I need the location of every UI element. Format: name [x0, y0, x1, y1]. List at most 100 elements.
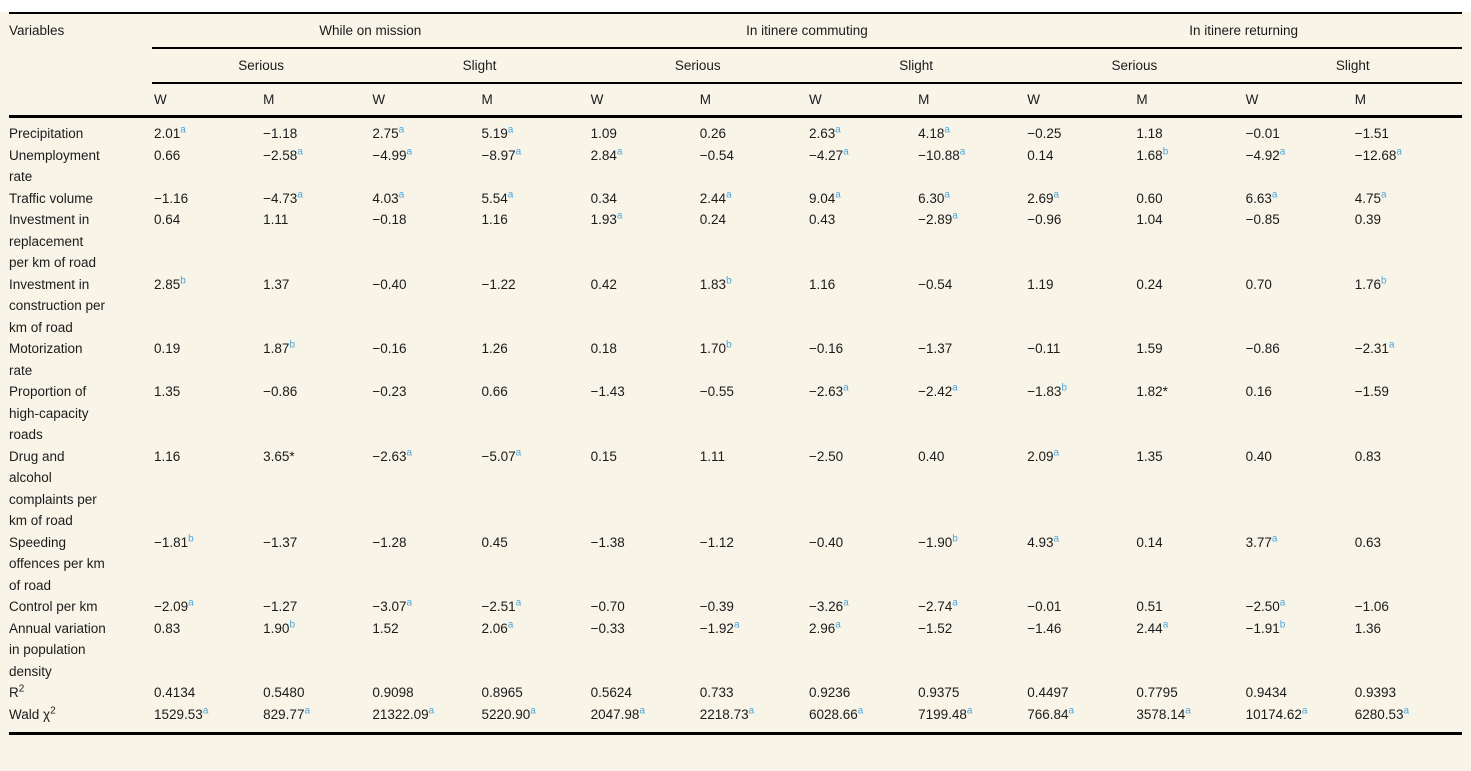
row-label: Wald χ2: [9, 705, 56, 722]
row-label: Control per km: [9, 599, 98, 614]
data-cell: 1.90b: [263, 619, 295, 636]
significance-marker: a: [406, 597, 413, 609]
significance-marker: b: [1381, 275, 1387, 286]
data-cell: 2.09a: [1027, 447, 1060, 464]
table-row: Precipitation 2.01a −1.18 2.75a 5.19a 1.09 0.2…: [9, 117, 1462, 145]
subheader-serious: Serious: [588, 48, 807, 84]
significance-marker: b: [188, 533, 194, 544]
data-cell: −2.74a: [918, 597, 958, 614]
significance-marker: a: [835, 619, 841, 630]
data-cell: 5.54a: [481, 189, 514, 206]
data-cell: −4.27a: [808, 146, 849, 163]
table-row: Unemployment rate 0.66 −2.58a −4.99a −8.97a 2…: [9, 145, 1462, 188]
data-cell: −0.54: [918, 276, 953, 292]
data-cell: −1.51: [1354, 126, 1389, 141]
data-cell: 0.733: [699, 685, 734, 700]
data-cell: −1.12: [699, 534, 734, 550]
significance-marker: a: [398, 189, 405, 200]
data-cell: −1.28: [372, 534, 407, 550]
data-cell: 4.93a: [1027, 533, 1060, 550]
data-cell: −1.83b: [1027, 382, 1067, 399]
data-cell: 0.14: [1136, 534, 1163, 550]
significance-marker: a: [202, 705, 209, 716]
data-cell: −0.85: [1245, 212, 1280, 227]
significance-marker: a: [952, 382, 958, 394]
group-header-in-itinere-returning: In itinere returning: [1025, 13, 1462, 49]
subheader-serious: Serious: [152, 48, 371, 84]
significance-marker: a: [1301, 705, 1308, 716]
significance-marker: a: [530, 705, 536, 716]
severity-header-row: Serious Slight Serious Slight Serious Sl…: [9, 48, 1462, 84]
significance-marker: b: [289, 619, 295, 630]
row-label: Investment in construction per km of roa…: [9, 276, 106, 335]
data-cell: 0.9375: [918, 685, 960, 700]
data-cell: 4.75a: [1354, 189, 1387, 206]
significance-marker: a: [952, 597, 958, 609]
significance-marker: a: [507, 124, 514, 136]
data-cell: 0.9098: [372, 685, 414, 700]
significance-marker: a: [1185, 705, 1191, 716]
significance-marker: a: [616, 146, 623, 157]
data-cell: 2.85b: [154, 275, 186, 292]
data-cell: 1.59: [1136, 341, 1163, 356]
significance-marker: a: [1162, 619, 1169, 630]
data-cell: 0.83: [1354, 448, 1381, 464]
data-cell: −0.33: [590, 620, 625, 636]
data-cell: 7199.48a: [918, 705, 973, 722]
data-cell: 2.75a: [372, 124, 405, 141]
significance-marker: a: [616, 210, 623, 222]
row-label: Investment in replacement per km of road: [9, 212, 97, 270]
data-cell: 0.40: [1245, 448, 1272, 464]
significance-marker: a: [843, 597, 849, 609]
data-cell: −1.92a: [699, 619, 740, 636]
data-cell: −2.89a: [918, 210, 958, 227]
significance-marker: b: [289, 339, 295, 351]
row-label: Drug and alcohol complaints per km of ro…: [9, 448, 97, 529]
data-cell: 1.87b: [263, 339, 295, 356]
table-row: R2 0.4134 0.5480 0.9098 0.8965 0.5624 0.733 0.9…: [9, 682, 1462, 704]
data-cell: 0.60: [1136, 190, 1163, 206]
data-cell: −3.07a: [372, 597, 413, 614]
data-cell: 1529.53a: [154, 705, 209, 722]
significance-marker: a: [952, 210, 958, 222]
significance-marker: a: [428, 705, 435, 716]
data-cell: 0.18: [590, 341, 617, 356]
data-cell: 0.8965: [481, 685, 523, 700]
row-label: Speeding offences per km of road: [9, 534, 105, 593]
subheader-serious: Serious: [1025, 48, 1244, 84]
significance-marker: a: [835, 124, 841, 136]
data-cell: −1.43: [590, 384, 625, 399]
data-cell: 1.26: [481, 341, 508, 356]
data-cell: 0.24: [1136, 276, 1163, 292]
data-cell: 0.4134: [154, 685, 196, 700]
data-cell: 1.68b: [1136, 146, 1169, 163]
significance-marker: a: [507, 619, 514, 630]
data-cell: 0.66: [154, 147, 181, 163]
data-cell: −2.09a: [154, 597, 194, 614]
row-label: Motorization rate: [9, 341, 83, 378]
data-cell: 0.5480: [263, 685, 305, 700]
data-cell: −4.92a: [1245, 146, 1286, 163]
table-header: Variables While on mission In itinere co…: [9, 13, 1462, 118]
group-header-in-itinere-commuting: In itinere commuting: [588, 13, 1026, 49]
data-cell: −1.81b: [154, 533, 194, 550]
significance-marker: b: [180, 275, 186, 286]
significance-marker: b: [1061, 382, 1067, 394]
data-cell: −12.68a: [1354, 146, 1402, 163]
table-row: Drug and alcohol complaints per km of ro…: [9, 446, 1462, 532]
data-cell: 1.70b: [699, 339, 732, 356]
data-cell: 2.84a: [590, 146, 623, 163]
data-cell: −0.70: [590, 599, 625, 614]
data-cell: 1.11: [263, 212, 289, 227]
row-label: Precipitation: [9, 126, 84, 141]
column-header-w: W: [1243, 83, 1353, 118]
column-header-m: M: [916, 83, 1026, 118]
data-cell: −1.52: [918, 620, 953, 636]
data-cell: 2.06a: [481, 619, 514, 636]
data-cell: 4.18a: [918, 124, 950, 141]
data-cell: 6.30a: [918, 189, 950, 206]
row-label: Proportion of high-capacity roads: [9, 384, 89, 442]
column-header-m: M: [1134, 83, 1244, 118]
significance-marker: a: [966, 705, 973, 716]
significance-marker: b: [726, 275, 732, 286]
